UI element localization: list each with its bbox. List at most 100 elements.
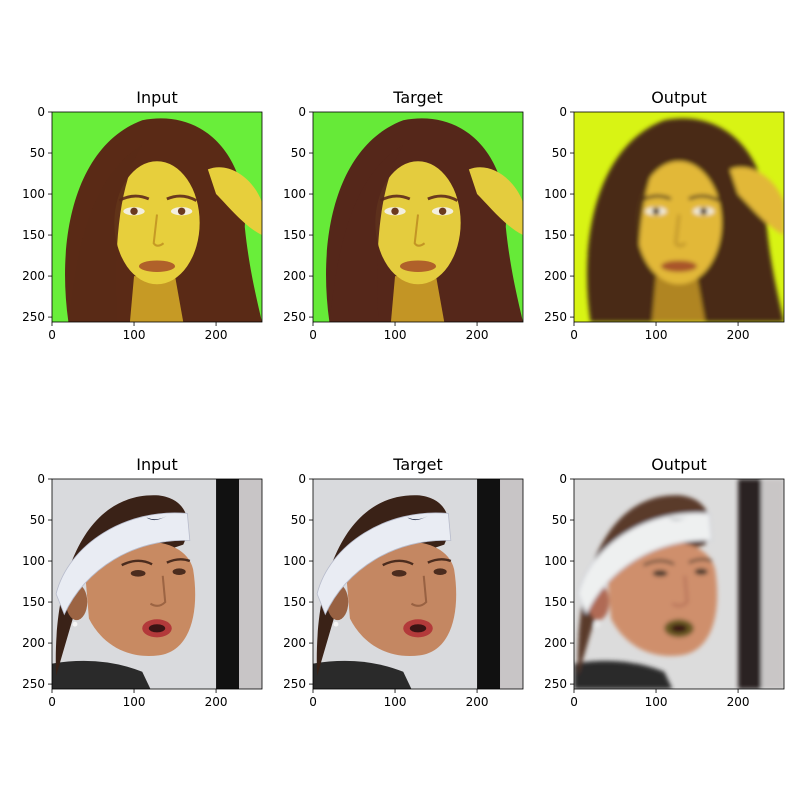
axes-frame — [312, 478, 524, 690]
x-tick-label: 200 — [205, 328, 228, 342]
image-area — [313, 479, 523, 689]
x-tick-label: 0 — [570, 695, 578, 709]
right-brow — [688, 194, 720, 202]
earring — [72, 621, 78, 627]
hand — [729, 167, 784, 236]
neck — [129, 276, 184, 322]
panel-1-2: Output 0 100 200 0 50 100 150 200 250 — [544, 455, 785, 709]
shoulder — [313, 660, 412, 689]
right-brow — [166, 558, 191, 564]
y-tick-label: 150 — [544, 228, 567, 242]
logo-mark — [146, 515, 167, 521]
y-tick-label: 150 — [22, 595, 45, 609]
left-eye — [391, 570, 407, 577]
right-brow — [427, 194, 459, 202]
neck — [390, 276, 445, 322]
mouth-inner — [409, 624, 427, 633]
y-tick-label: 100 — [283, 554, 306, 568]
image-area — [574, 112, 784, 322]
left-iris — [391, 207, 399, 215]
image-area — [52, 479, 262, 689]
y-tick-label: 0 — [298, 105, 306, 119]
right-iris — [438, 207, 447, 215]
y-tick-label: 100 — [544, 187, 567, 201]
left-brow — [121, 559, 153, 567]
image-area — [313, 112, 523, 322]
y-tick-label: 250 — [283, 677, 306, 691]
x-tick-label: 0 — [309, 328, 317, 342]
left-eye — [130, 570, 146, 577]
axes-frame — [312, 111, 524, 323]
y-tick-label: 0 — [559, 472, 567, 486]
right-eye — [694, 568, 708, 575]
panel-title: Target — [392, 455, 443, 474]
x-tick-label: 100 — [645, 695, 668, 709]
x-tick-label: 100 — [123, 695, 146, 709]
pole — [216, 479, 240, 689]
earring — [594, 621, 600, 627]
mouth-inner — [148, 624, 166, 633]
left-iris — [130, 207, 138, 215]
panel-title: Input — [136, 455, 177, 474]
x-tick-label: 100 — [384, 695, 407, 709]
panel-0-2: Output 0 100 200 0 50 100 150 200 250 — [544, 88, 785, 342]
neck — [651, 276, 706, 322]
y-tick-label: 250 — [22, 310, 45, 324]
x-tick-label: 200 — [205, 695, 228, 709]
y-tick-label: 100 — [283, 187, 306, 201]
left-brow — [643, 559, 675, 567]
x-tick-label: 200 — [727, 328, 750, 342]
x-tick-label: 0 — [48, 328, 56, 342]
nose — [149, 575, 167, 607]
y-tick-label: 50 — [30, 513, 45, 527]
y-tick-label: 50 — [30, 146, 45, 160]
right-eye — [172, 568, 186, 575]
y-tick-label: 200 — [22, 636, 45, 650]
panel-1-1: Target 0 100 200 0 50 100 150 200 250 — [283, 455, 524, 709]
right-brow — [166, 194, 198, 202]
right-brow — [688, 558, 713, 564]
mouth-inner — [670, 624, 688, 633]
pole — [738, 479, 762, 689]
left-eye — [652, 570, 668, 577]
x-tick-label: 0 — [309, 695, 317, 709]
y-tick-label: 200 — [22, 269, 45, 283]
pole — [477, 479, 501, 689]
lips — [399, 260, 437, 272]
y-tick-label: 150 — [22, 228, 45, 242]
y-tick-label: 50 — [291, 146, 306, 160]
x-tick-label: 200 — [727, 695, 750, 709]
y-tick-label: 200 — [283, 636, 306, 650]
axes-frame — [51, 111, 263, 323]
y-tick-label: 100 — [22, 187, 45, 201]
x-tick-label: 0 — [570, 328, 578, 342]
nose — [671, 575, 689, 607]
y-tick-label: 0 — [37, 472, 45, 486]
panel-title: Target — [392, 88, 443, 107]
headband — [316, 512, 452, 616]
logo-mark — [407, 515, 428, 521]
y-tick-label: 200 — [283, 269, 306, 283]
panel-0-0: Input 0 100 200 0 50 100 150 200 250 — [22, 88, 263, 342]
shoulder — [52, 660, 151, 689]
right-eye — [433, 568, 447, 575]
y-tick-label: 150 — [283, 228, 306, 242]
nose — [152, 214, 165, 247]
y-tick-label: 150 — [283, 595, 306, 609]
earring — [333, 621, 339, 627]
y-tick-label: 100 — [22, 554, 45, 568]
y-tick-label: 50 — [291, 513, 306, 527]
y-tick-label: 50 — [552, 146, 567, 160]
panel-1-0: Input 0 100 200 0 50 100 150 200 250 — [22, 455, 263, 709]
hair-front — [590, 144, 665, 322]
hair-front — [68, 144, 143, 322]
image-area — [574, 479, 784, 689]
lips — [660, 260, 698, 272]
y-tick-label: 50 — [552, 513, 567, 527]
x-tick-label: 0 — [48, 695, 56, 709]
x-tick-label: 100 — [384, 328, 407, 342]
axes-frame — [573, 111, 785, 323]
panel-title: Input — [136, 88, 177, 107]
y-tick-label: 250 — [544, 677, 567, 691]
panel-title: Output — [651, 455, 707, 474]
